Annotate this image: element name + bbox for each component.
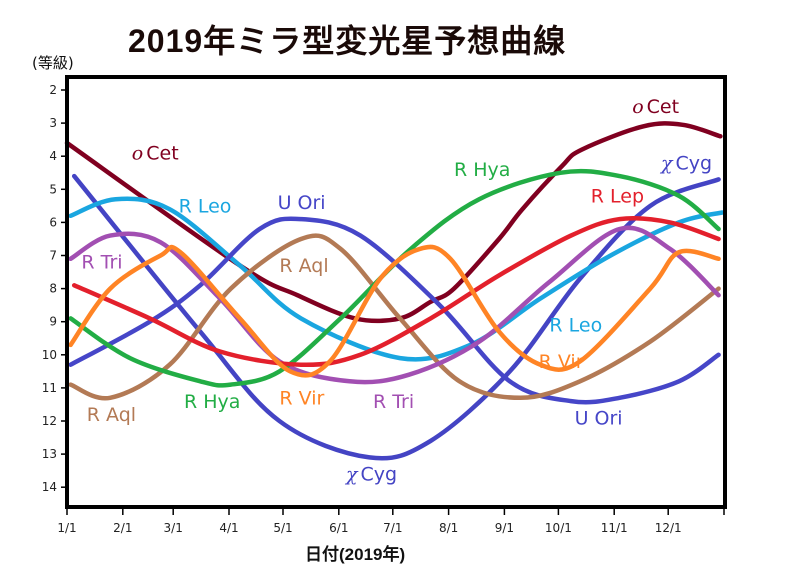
x-tick-label: 2/1 [113, 521, 132, 535]
series-line-r-tri [68, 225, 721, 385]
series-label-r-lep: R Lep [591, 186, 644, 208]
y-tick-label: 2 [49, 83, 57, 97]
series-label-r-leo: R Leo [549, 315, 602, 337]
x-tick-label: 1/1 [57, 521, 76, 535]
series-label-o-cet: o Cet [632, 96, 679, 118]
x-tick-label: 4/1 [219, 521, 238, 535]
axis-layer: 2 3 4 5 6 7 8 9 10 11 12 13 14 1/1 2/1 3/1 4/1 5/1 6/1 7/1 8… [42, 83, 725, 535]
series-label-r-vir: R Vir [539, 351, 584, 373]
series-layer [64, 121, 725, 461]
series-label-u-ori: U Ori [278, 192, 326, 214]
chart-title: 2019年ミラ型変光星予想曲線 [128, 23, 567, 59]
x-tick-label: 3/1 [164, 521, 183, 535]
series-label-r-tri: R Tri [373, 391, 414, 413]
series-label-r-hya: R Hya [184, 391, 240, 413]
series-line-o-cet [64, 121, 723, 324]
series-label-r-hya: R Hya [454, 159, 510, 181]
x-tick-label: 12/1 [655, 521, 682, 535]
series-line-chi-cyg [71, 173, 721, 461]
x-tick-label: 6/1 [329, 521, 348, 535]
plot-frame [65, 75, 727, 509]
series-line-r-lep [71, 215, 721, 368]
series-line-r-leo [68, 196, 725, 362]
y-tick-label: 6 [49, 215, 57, 229]
y-axis-label: (等級) [32, 54, 74, 72]
x-axis-label: 日付(2019年) [305, 545, 406, 564]
series-line-r-vir [68, 244, 721, 378]
series-line-u-ori [68, 216, 721, 405]
series-label-o-cet: o Cet [132, 143, 179, 165]
series-label-r-tri: R Tri [81, 252, 122, 274]
series-label-chi-cyg: χ Cyg [344, 464, 397, 486]
y-tick-label: 7 [49, 249, 57, 263]
x-tick-label: 8/1 [439, 521, 458, 535]
y-tick-label: 9 [49, 315, 57, 329]
series-label-r-vir: R Vir [279, 387, 324, 409]
x-tick-label: 10/1 [545, 521, 572, 535]
series-label-r-leo: R Leo [179, 195, 232, 217]
y-tick-label: 8 [49, 282, 57, 296]
y-tick-label: 3 [49, 116, 57, 130]
series-label-r-aql: R Aql [87, 404, 136, 426]
x-tick-label: 9/1 [495, 521, 514, 535]
y-tick-label: 4 [49, 149, 57, 163]
x-tick-label: 5/1 [273, 521, 292, 535]
x-tick-label: 7/1 [383, 521, 402, 535]
series-label-u-ori: U Ori [575, 407, 623, 429]
y-tick-label: 5 [49, 182, 57, 196]
y-tick-label: 10 [42, 348, 57, 362]
series-label-r-aql: R Aql [279, 255, 328, 277]
y-tick-label: 13 [42, 447, 57, 461]
y-tick-label: 14 [42, 480, 57, 494]
series-label-layer: o Cet o Cet χ Cyg χ Cyg R Leo R Leo U Ori U Ori R Aq… [81, 96, 712, 485]
y-tick-label: 12 [42, 414, 57, 428]
series-label-chi-cyg: χ Cyg [659, 152, 712, 174]
y-tick-label: 11 [42, 381, 57, 395]
x-tick-label: 11/1 [601, 521, 628, 535]
